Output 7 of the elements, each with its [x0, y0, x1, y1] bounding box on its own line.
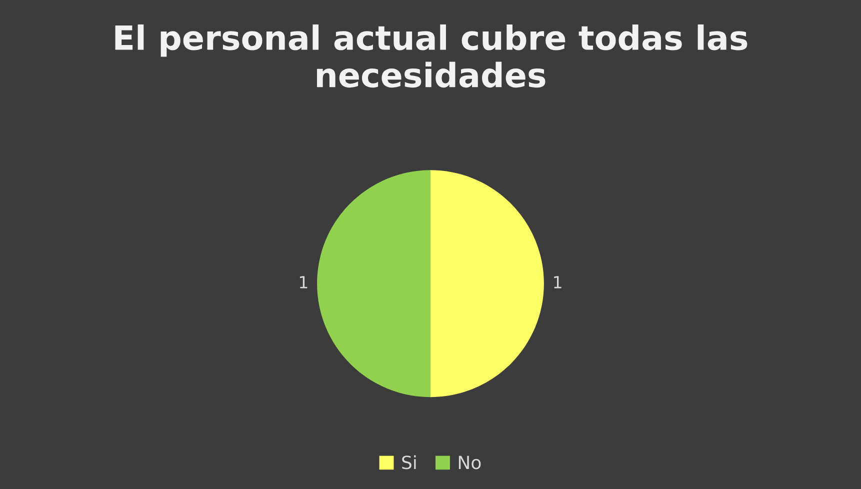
legend-label: Si [402, 455, 416, 470]
chart-title: El personal actual cubre todas las necesidades [115, 24, 748, 88]
pie-slice [430, 170, 544, 398]
pie-slice [317, 170, 430, 398]
data-label: 1 [554, 276, 562, 288]
data-label: 1 [300, 276, 308, 288]
legend-label: No [458, 456, 481, 470]
